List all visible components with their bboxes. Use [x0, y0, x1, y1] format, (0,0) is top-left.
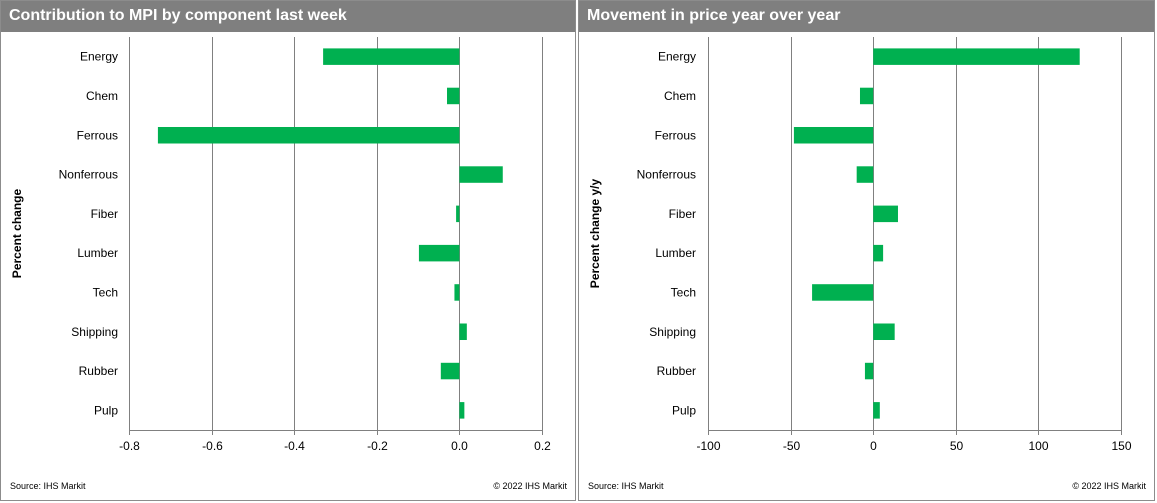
- x-tick-label: 0.2: [534, 439, 551, 453]
- category-label: Energy: [658, 50, 696, 64]
- bar-rubber: [864, 362, 874, 380]
- bar-fiber: [456, 205, 460, 223]
- x-tick-label: 100: [1028, 439, 1048, 453]
- chart-panel-left: Contribution to MPI by component last we…: [0, 0, 576, 501]
- y-axis-title: Percent change: [10, 188, 24, 278]
- bar-ferrous: [793, 126, 874, 144]
- category-label: Nonferrous: [59, 168, 118, 182]
- panel-header: Contribution to MPI by component last we…: [1, 1, 575, 32]
- bar-lumber: [418, 244, 460, 262]
- category-label: Lumber: [77, 246, 118, 260]
- x-tick-label: -100: [696, 439, 720, 453]
- x-tick-label: 0: [870, 439, 877, 453]
- bar-fiber: [873, 205, 898, 223]
- category-label: Energy: [80, 50, 118, 64]
- x-tick-label: -0.8: [119, 439, 140, 453]
- category-label: Fiber: [669, 207, 696, 221]
- x-tick-label: 50: [950, 439, 964, 453]
- bar-energy: [323, 48, 460, 65]
- bar-chart-price-movement: -100 -50 0 50 100 150 Energy Chem Ferrous Nonferr…: [588, 37, 1132, 453]
- bar-pulp: [873, 402, 880, 419]
- copyright-note: © 2022 IHS Markit: [1072, 481, 1146, 491]
- category-label: Tech: [671, 285, 696, 299]
- x-tick-label: 150: [1111, 439, 1131, 453]
- category-label: Chem: [664, 89, 696, 103]
- bar-tech: [454, 284, 460, 301]
- bar-ferrous: [157, 126, 460, 144]
- bar-chart-contribution: -0.8 -0.6 -0.4 -0.2 0.0 0.2 Energy Chem Ferrous N…: [10, 37, 551, 453]
- bar-nonferrous: [459, 166, 503, 183]
- chart-panel-right: Movement in price year over year -100 -50…: [578, 0, 1155, 501]
- category-label: Rubber: [657, 364, 696, 378]
- bar-chem: [859, 87, 874, 105]
- category-label: Pulp: [94, 403, 118, 417]
- category-label: Nonferrous: [637, 168, 696, 182]
- bar-chem: [447, 87, 460, 105]
- bar-energy: [873, 48, 1080, 65]
- category-label: Tech: [93, 285, 118, 299]
- bar-nonferrous: [856, 166, 874, 183]
- bar-tech: [812, 284, 874, 301]
- source-note: Source: IHS Markit: [588, 481, 664, 491]
- category-label: Ferrous: [77, 128, 118, 142]
- category-label: Chem: [86, 89, 118, 103]
- bar-pulp: [459, 402, 465, 419]
- x-tick-label: 0.0: [451, 439, 468, 453]
- x-tick-label: -50: [783, 439, 801, 453]
- x-tick-label: -0.2: [367, 439, 388, 453]
- category-label: Shipping: [649, 325, 696, 339]
- chart-title: Movement in price year over year: [587, 7, 841, 24]
- category-label: Lumber: [655, 246, 696, 260]
- x-tick-label: -0.4: [284, 439, 305, 453]
- category-label: Rubber: [79, 364, 118, 378]
- category-label: Shipping: [71, 325, 118, 339]
- bar-shipping: [873, 323, 895, 341]
- y-axis-title: Percent change y/y: [588, 178, 602, 288]
- category-label: Fiber: [91, 207, 118, 221]
- copyright-note: © 2022 IHS Markit: [493, 481, 567, 491]
- source-note: Source: IHS Markit: [10, 481, 86, 491]
- panel-header: Movement in price year over year: [579, 1, 1154, 32]
- category-label: Pulp: [672, 403, 696, 417]
- bar-lumber: [873, 244, 884, 262]
- chart-title: Contribution to MPI by component last we…: [9, 7, 347, 24]
- bar-rubber: [440, 362, 460, 380]
- bar-shipping: [459, 323, 467, 341]
- x-tick-label: -0.6: [202, 439, 223, 453]
- category-label: Ferrous: [655, 128, 696, 142]
